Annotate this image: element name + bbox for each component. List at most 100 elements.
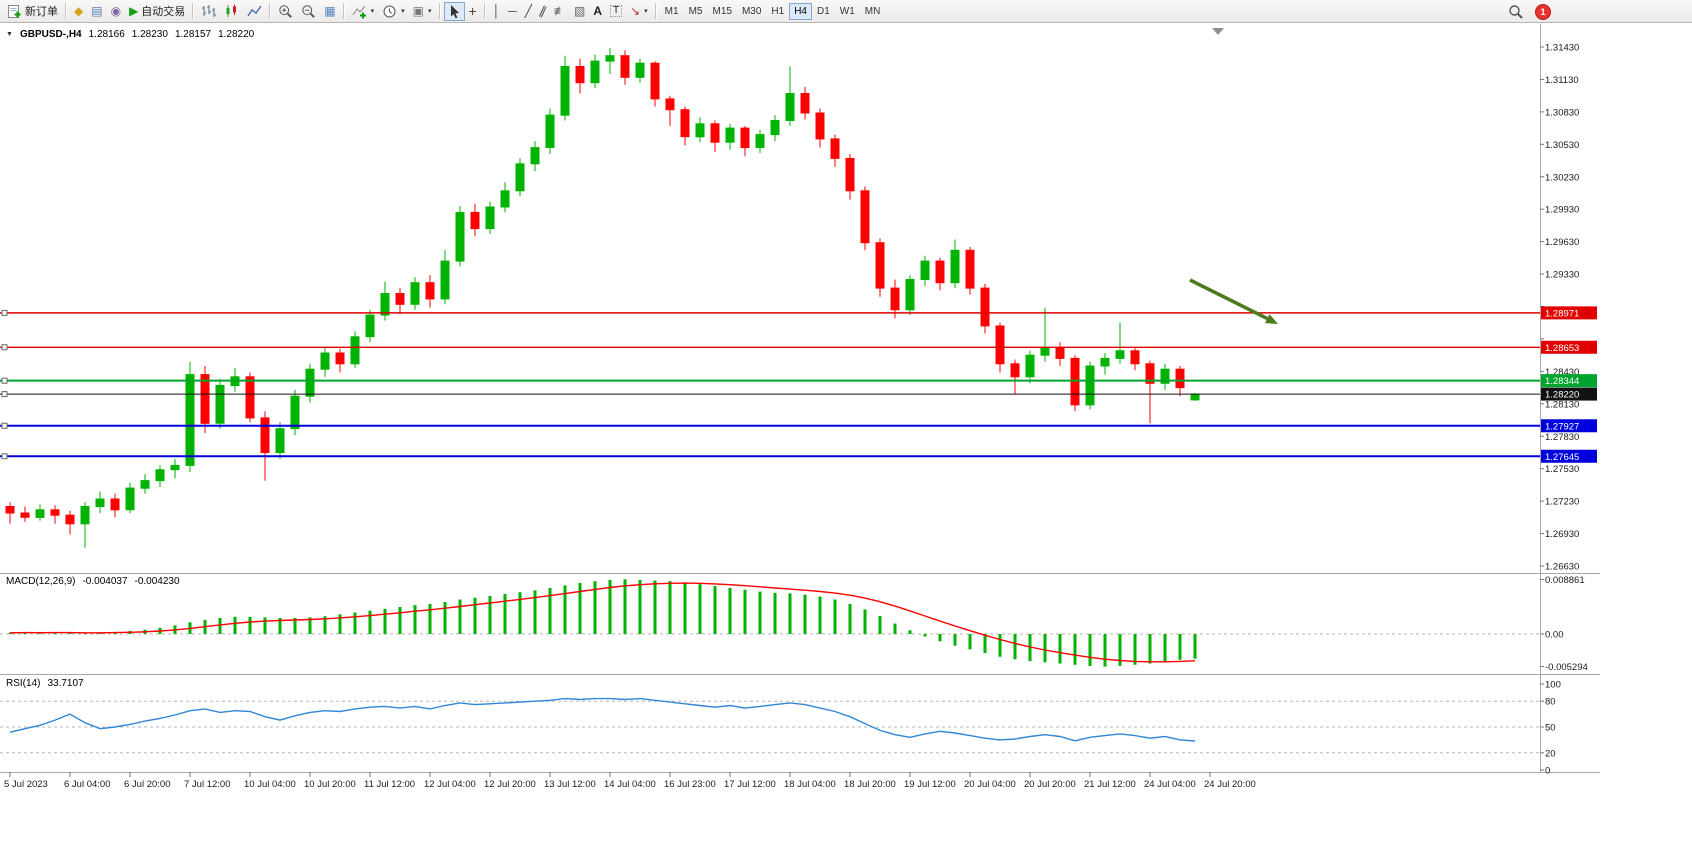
candle-body <box>140 480 150 489</box>
level-line-handle[interactable] <box>1 453 8 460</box>
search-button[interactable] <box>1504 2 1528 21</box>
autotrading-label: 自动交易 <box>141 6 186 18</box>
candle-body <box>920 260 930 281</box>
new-order-label: 新订单 <box>25 6 58 18</box>
candle-body <box>1010 363 1020 378</box>
timeframe-d1[interactable]: D1 <box>812 3 835 20</box>
rsi-tick-label: 0 <box>1545 766 1550 777</box>
horizontal-line-button[interactable]: ─ <box>504 2 521 21</box>
shapes-button[interactable]: ▧ <box>570 2 589 21</box>
zoom-in-icon <box>279 4 293 18</box>
time-label: 18 Jul 04:00 <box>784 779 836 790</box>
chevron-down-icon: ▾ <box>644 8 648 15</box>
timeframe-w1[interactable]: W1 <box>835 3 860 20</box>
candle-body <box>1145 363 1155 384</box>
line-chart-button[interactable] <box>243 2 266 21</box>
trendline-button[interactable]: ╱ <box>521 2 536 21</box>
timeframe-m1[interactable]: M1 <box>660 3 684 20</box>
time-label: 10 Jul 20:00 <box>304 779 356 790</box>
level-line-handle[interactable] <box>1 377 8 384</box>
market-watch-button[interactable]: ◆ <box>70 2 87 21</box>
crosshair-button[interactable]: + <box>465 2 481 21</box>
candle-body <box>590 60 600 84</box>
new-order-icon <box>8 4 21 18</box>
indicators-button[interactable]: ▾ <box>348 2 379 21</box>
arrow-annotation-shaft[interactable] <box>1189 278 1269 321</box>
candle-body <box>1085 365 1095 406</box>
channel-button[interactable]: ∥ <box>536 2 550 21</box>
arrow-annotation-head[interactable] <box>1265 314 1278 324</box>
timeframe-h1[interactable]: H1 <box>766 3 789 20</box>
market-watch-icon: ◆ <box>74 4 84 18</box>
level-line-handle[interactable] <box>1 344 8 351</box>
timeframe-h4[interactable]: H4 <box>789 2 812 20</box>
level-line-handle[interactable] <box>1 391 8 398</box>
cursor-button[interactable] <box>443 1 465 21</box>
candle-body <box>680 109 690 138</box>
time-label: 6 Jul 20:00 <box>124 779 170 790</box>
vertical-line-button[interactable]: │ <box>489 2 505 21</box>
candle-body <box>770 120 780 136</box>
price-chart-canvas[interactable]: 1.31430 1.31130 1.30830 1.30530 1.30230 1.299… <box>0 24 1692 850</box>
arrows-tool-button[interactable]: ↘ ▾ <box>626 2 652 21</box>
navigator-button[interactable]: ◉ <box>107 2 125 21</box>
fibonacci-icon: ≢ <box>553 4 566 18</box>
candle-body <box>350 336 360 365</box>
autotrading-button[interactable]: ▶ 自动交易 <box>125 2 189 21</box>
price-tag <box>1541 340 1597 354</box>
new-order-button[interactable]: 新订单 <box>3 2 62 21</box>
price-tick-label: 1.27230 <box>1545 497 1579 508</box>
one-click-trading-toggle[interactable]: ▼ <box>6 31 13 38</box>
timeframe-m30[interactable]: M30 <box>737 3 766 20</box>
candle-body <box>215 384 225 424</box>
timeframe-mn[interactable]: MN <box>860 3 886 20</box>
toolbar-separator <box>342 3 345 19</box>
templates-button[interactable]: ▣ ▾ <box>409 2 436 21</box>
candlestick-chart-button[interactable] <box>220 2 243 21</box>
candle-body <box>155 469 165 482</box>
fibonacci-button[interactable]: ≢ <box>550 2 570 21</box>
candle-body <box>455 211 465 262</box>
notification-badge[interactable]: 1 <box>1535 3 1551 20</box>
data-window-button[interactable]: ▤ <box>87 2 106 21</box>
templates-icon: ▣ <box>412 4 425 18</box>
candle-body <box>50 509 60 516</box>
candle-body <box>905 279 915 311</box>
low-value: 1.28157 <box>174 29 212 40</box>
periods-button[interactable]: ▾ <box>378 2 409 21</box>
time-label: 14 Jul 04:00 <box>604 779 656 790</box>
cursor-icon <box>450 4 459 18</box>
bar-chart-button[interactable] <box>197 2 220 21</box>
candle-body <box>305 368 315 397</box>
rsi-indicator-label: RSI(14) 33.7107 <box>6 678 84 689</box>
candle-body <box>1130 350 1140 365</box>
tile-windows-icon: ▦ <box>324 4 336 18</box>
tile-windows-button[interactable]: ▦ <box>320 2 339 21</box>
time-label: 21 Jul 12:00 <box>1084 779 1136 790</box>
candle-body <box>980 287 990 327</box>
timeframe-m5[interactable]: M5 <box>684 3 708 20</box>
clock-icon <box>383 5 396 17</box>
price-tag-label: 1.28653 <box>1545 343 1579 354</box>
price-tag-label: 1.28971 <box>1545 308 1579 319</box>
macd-main-value: -0.004037 <box>82 576 128 587</box>
zoom-in-button[interactable] <box>274 2 297 21</box>
label-tool-button[interactable]: T <box>606 2 626 21</box>
price-tick-label: 1.30830 <box>1545 107 1579 118</box>
level-line-handle[interactable] <box>1 309 8 316</box>
level-line-handle[interactable] <box>1 422 8 429</box>
candle-body <box>950 249 960 284</box>
candle-body <box>320 352 330 370</box>
candle-body <box>890 287 900 311</box>
candle-body <box>725 127 735 143</box>
candle-body <box>200 374 210 424</box>
candle-body <box>1055 347 1065 359</box>
candle-body <box>1190 393 1200 401</box>
time-label: 24 Jul 04:00 <box>1144 779 1196 790</box>
candlestick-chart-icon <box>226 4 237 17</box>
timeframe-m15[interactable]: M15 <box>707 3 736 20</box>
time-label: 20 Jul 20:00 <box>1024 779 1076 790</box>
zoom-out-button[interactable] <box>297 2 320 21</box>
toolbar-right-group: 1 <box>1504 2 1551 21</box>
text-tool-button[interactable]: A <box>589 2 606 21</box>
